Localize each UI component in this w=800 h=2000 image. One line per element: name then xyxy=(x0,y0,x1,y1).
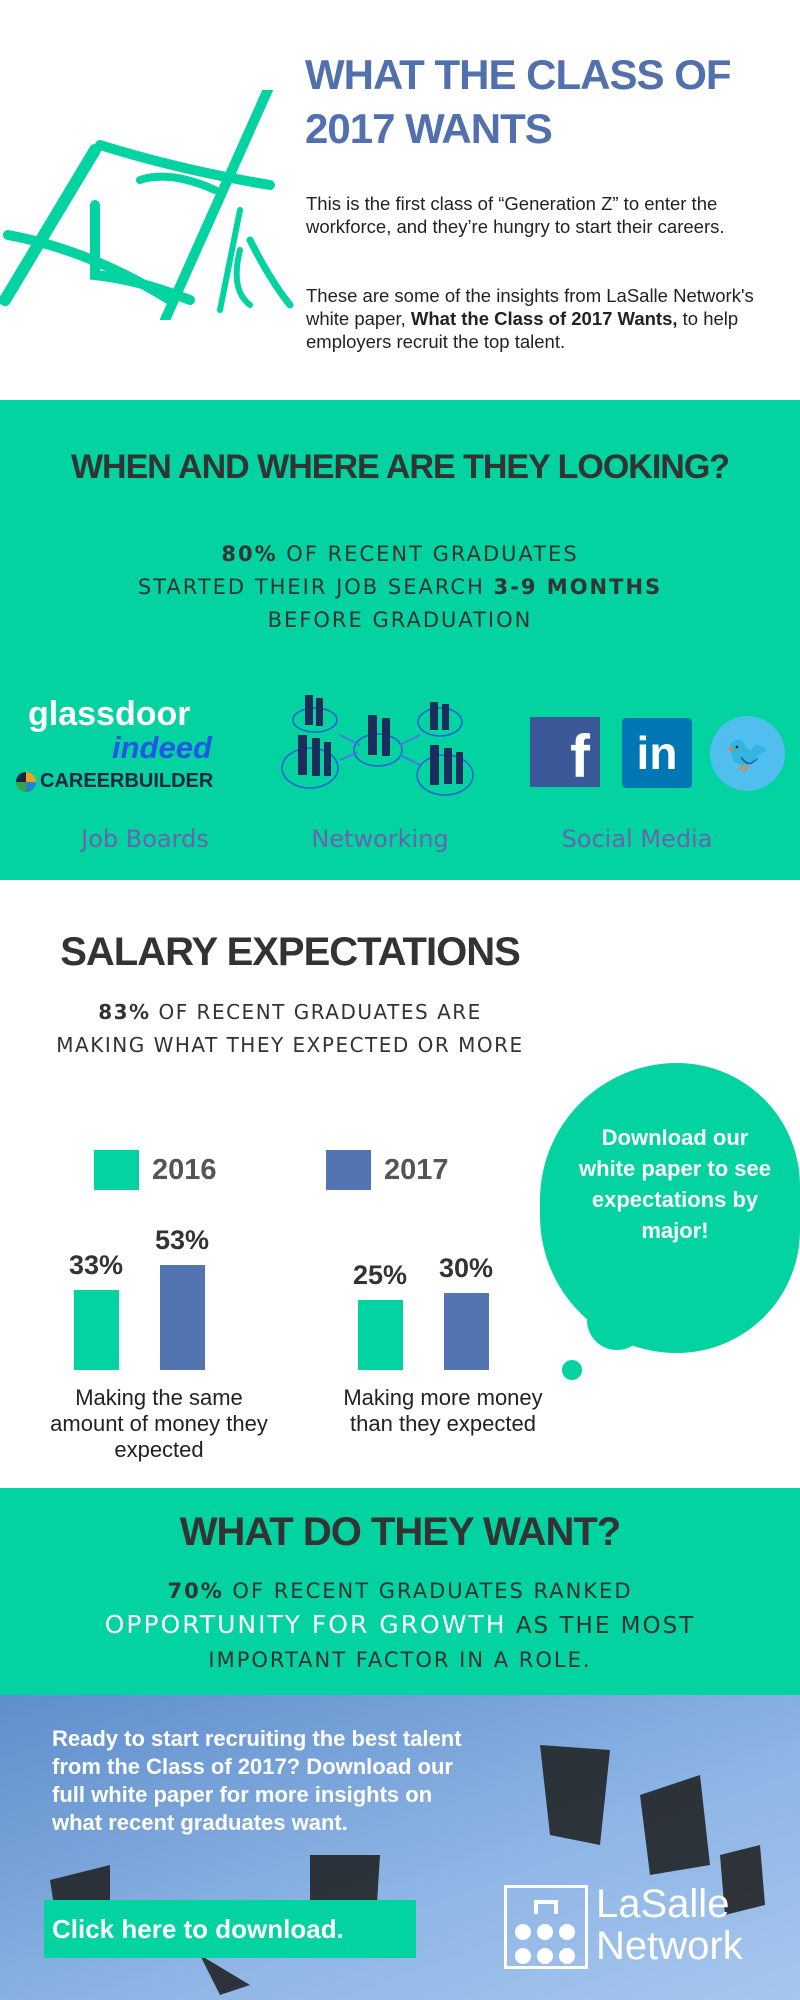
bubble-dot xyxy=(562,1360,582,1380)
stat-percent: 80% xyxy=(221,542,278,566)
data-label-2016-2: 25% xyxy=(352,1259,408,1290)
logo-line-1: LaSalle xyxy=(596,1882,730,1926)
download-bubble-text[interactable]: Download our white paper to see expectat… xyxy=(579,1125,771,1243)
title-line-1: WHAT THE CLASS OF xyxy=(305,51,732,98)
twitter-icon: 🐦 xyxy=(710,716,785,791)
stat-line: MAKING WHAT THEY EXPECTED OR MORE xyxy=(56,1033,524,1057)
channel-job-boards: Job Boards xyxy=(81,825,209,853)
title-line-2: 2017 WANTS xyxy=(305,105,553,152)
cta-text: Ready to start recruiting the best talen… xyxy=(52,1726,462,1835)
networking-people-icon xyxy=(281,695,474,796)
graduation-cap-icon xyxy=(0,90,294,320)
bar-2016-1 xyxy=(74,1289,119,1370)
want-heading: WHAT DO THEY WANT? xyxy=(179,1510,621,1554)
legend-swatch-2016 xyxy=(94,1150,139,1190)
bar-2017-1 xyxy=(160,1265,205,1370)
glassdoor-logo: glassdoor xyxy=(28,695,191,733)
bar-2016-2 xyxy=(358,1299,403,1370)
channel-social-media: Social Media xyxy=(561,825,713,853)
looking-section: WHEN AND WHERE ARE THEY LOOKING? 80% OF … xyxy=(0,400,800,880)
category-label-2: Making more money than they expected xyxy=(343,1385,543,1436)
legend-swatch-2017 xyxy=(326,1150,371,1190)
data-label-2017-1: 53% xyxy=(154,1225,210,1256)
stat-highlight: OPPORTUNITY FOR GROWTH xyxy=(104,1610,507,1639)
careerbuilder-logo: CAREERBUILDER xyxy=(16,770,213,793)
linkedin-icon: in xyxy=(622,718,692,788)
data-label-2017-2: 30% xyxy=(438,1253,494,1284)
logo-line-2: Network xyxy=(596,1924,743,1968)
careerbuilder-text: CAREERBUILDER xyxy=(40,770,214,792)
careerbuilder-icon xyxy=(16,771,36,792)
insight-post: to help employers recruit the top talent… xyxy=(306,308,739,352)
legend-label-2016: 2016 xyxy=(152,1154,217,1186)
lasalle-logo-text: LaSalle Network xyxy=(596,1883,743,1967)
speech-bubble xyxy=(540,1063,800,1353)
channel-networking: Networking xyxy=(311,825,449,853)
salary-heading: SALARY EXPECTATIONS xyxy=(60,930,521,974)
bar-2017-2 xyxy=(444,1293,489,1370)
stat-months: 3-9 MONTHS xyxy=(493,575,663,599)
stat-percent: 83% xyxy=(98,1000,151,1024)
data-label-2016-1: 33% xyxy=(68,1249,124,1280)
stat-line: STARTED THEIR JOB SEARCH xyxy=(137,575,494,599)
bubble-tail xyxy=(587,1290,647,1350)
salary-section: SALARY EXPECTATIONS 83% OF RECENT GRADUA… xyxy=(0,880,580,1488)
intro-text: This is the first class of “Generation Z… xyxy=(306,193,725,237)
insight-pre: These are some of the insights from LaSa… xyxy=(306,285,754,329)
stat-line: OF RECENT GRADUATES ARE xyxy=(150,1000,482,1024)
want-section: WHAT DO THEY WANT? 70% OF RECENT GRADUAT… xyxy=(0,1488,800,1695)
indeed-logo: indeed xyxy=(112,730,212,765)
looking-stat: 80% OF RECENT GRADUATES STARTED THEIR JO… xyxy=(0,538,800,637)
legend-label-2017: 2017 xyxy=(384,1154,449,1186)
want-stat: 70% OF RECENT GRADUATES RANKED OPPORTUNI… xyxy=(0,1574,800,1677)
lasalle-logo-icon xyxy=(504,1885,588,1969)
page-title: WHAT THE CLASS OF 2017 WANTS xyxy=(305,48,732,156)
stat-percent: 70% xyxy=(167,1579,224,1603)
insight-text: These are some of the insights from LaSa… xyxy=(306,284,776,353)
looking-heading: WHEN AND WHERE ARE THEY LOOKING? xyxy=(70,448,730,486)
cta-section: Ready to start recruiting the best talen… xyxy=(0,1695,800,2000)
download-button[interactable]: Click here to download. xyxy=(44,1900,416,1958)
stat-line: OF RECENT GRADUATES RANKED xyxy=(223,1579,633,1603)
salary-stat: 83% OF RECENT GRADUATES ARE MAKING WHAT … xyxy=(0,996,580,1062)
white-paper-title: What the Class of 2017 Wants, xyxy=(410,308,678,329)
facebook-icon: f xyxy=(530,717,600,790)
stat-line: AS THE MOST xyxy=(506,1613,696,1639)
category-label-1: Making the same amount of money they exp… xyxy=(50,1385,268,1462)
stat-line: BEFORE GRADUATION xyxy=(267,608,533,632)
stat-line: IMPORTANT FACTOR IN A ROLE. xyxy=(208,1648,592,1672)
stat-line: OF RECENT GRADUATES xyxy=(277,542,579,566)
